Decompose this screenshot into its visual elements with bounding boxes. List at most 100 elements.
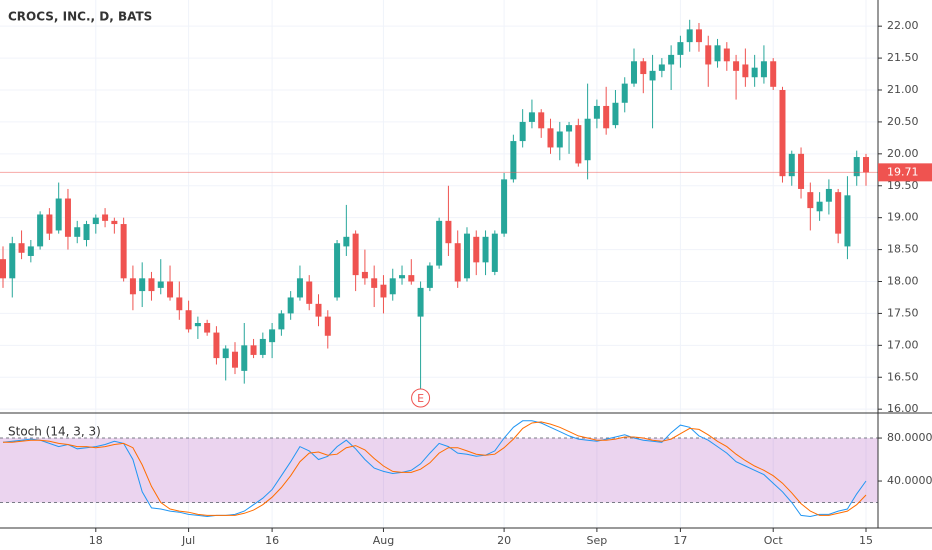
candle-body <box>770 61 777 87</box>
candle-body <box>102 214 109 221</box>
y-tick-label: 40.0000 <box>887 474 932 487</box>
plot: E <box>0 19 878 518</box>
candle-body <box>575 125 582 164</box>
candle-body <box>825 188 832 202</box>
chart-title: CROCS, INC., D, BATS <box>8 10 152 24</box>
candle-body <box>9 243 16 279</box>
x-tick-label: Oct <box>764 534 784 547</box>
candle-body <box>816 201 823 212</box>
candle-body <box>399 275 406 279</box>
candle-body <box>556 131 563 148</box>
candle-body <box>148 278 155 292</box>
candle-body <box>37 214 44 247</box>
indicator-title: Stoch (14, 3, 3) <box>8 425 101 439</box>
candle-body <box>454 243 461 282</box>
candle-body <box>83 224 90 241</box>
candle-body <box>306 281 313 304</box>
y-tick-label: 18.00 <box>887 275 919 288</box>
candle-body <box>612 102 619 126</box>
grid <box>0 0 878 528</box>
candle-body <box>278 313 285 330</box>
candle-body <box>649 70 656 81</box>
candle-body <box>287 297 294 314</box>
y-tick-label: 17.50 <box>887 306 919 319</box>
candle-body <box>343 236 350 247</box>
candle-body <box>863 157 869 173</box>
candle-body <box>64 198 71 237</box>
earnings-label: E <box>417 392 424 405</box>
candle-body <box>714 45 721 62</box>
candle-body <box>74 227 81 237</box>
candle-body <box>501 179 508 234</box>
candle-body <box>742 64 749 78</box>
candle-body <box>111 220 118 225</box>
candle-body <box>204 322 211 333</box>
candle-body <box>538 112 545 129</box>
candle-body <box>686 29 693 43</box>
stoch-band <box>0 438 878 503</box>
candle-body <box>408 275 415 282</box>
candle-body <box>445 220 452 244</box>
candle-body <box>677 42 684 55</box>
candle-body <box>324 316 331 336</box>
x-tick-label: 17 <box>673 534 687 547</box>
x-tick-label: 15 <box>859 534 873 547</box>
candle-body <box>46 214 53 234</box>
y-tick-label: 16.00 <box>887 402 919 415</box>
candle-body <box>835 192 842 234</box>
candle-body <box>139 278 146 292</box>
y-tick-label: 16.50 <box>887 370 919 383</box>
candle-body <box>760 61 767 78</box>
candle-body <box>482 236 489 263</box>
candle-body <box>194 322 201 327</box>
candle-body <box>167 281 174 298</box>
candle-body <box>315 303 322 317</box>
candle-body <box>371 278 378 288</box>
candle-body <box>380 284 387 298</box>
candle-body <box>807 192 814 209</box>
x-tick-label: Sep <box>587 534 608 547</box>
x-tick-label: 16 <box>265 534 279 547</box>
candle-body <box>0 259 6 279</box>
y-tick-label: 80.0000 <box>887 431 932 444</box>
candle-body <box>129 278 136 295</box>
candle-body <box>844 195 851 247</box>
candle-body <box>259 338 266 355</box>
candle-body <box>389 278 396 295</box>
candle-body <box>222 348 229 359</box>
candle-body <box>723 48 730 62</box>
candle-body <box>120 224 127 279</box>
candle-body <box>695 29 702 43</box>
candle-body <box>510 141 517 180</box>
last-price-label: 19.71 <box>887 165 919 178</box>
stoch-line <box>3 421 867 516</box>
candle-body <box>733 61 740 71</box>
y-tick-label: 22.00 <box>887 19 919 32</box>
candle-body <box>426 265 433 288</box>
candle-body <box>334 243 341 298</box>
candle-body <box>705 45 712 65</box>
last-price-tag <box>878 163 932 182</box>
candle-body <box>92 217 99 225</box>
y-tick-label: 18.50 <box>887 243 919 256</box>
x-tick-label: Aug <box>373 534 394 547</box>
x-tick-label: 18 <box>89 534 103 547</box>
candle-body <box>519 121 526 142</box>
candle-body <box>213 332 220 359</box>
candle-body <box>473 236 480 263</box>
candle-body <box>231 351 238 368</box>
candle-body <box>463 233 470 279</box>
candle-body <box>788 153 795 177</box>
candle-body <box>352 233 359 276</box>
candle-body <box>18 243 25 253</box>
y-tick-label: 20.00 <box>887 147 919 160</box>
candle-body <box>853 157 860 177</box>
candle-body <box>269 329 276 343</box>
candle-body <box>640 61 647 75</box>
stoch-line <box>2 420 867 518</box>
y-tick-label: 20.50 <box>887 115 919 128</box>
candle-body <box>436 220 443 266</box>
candle-body <box>547 128 554 148</box>
candle-body <box>631 61 638 84</box>
